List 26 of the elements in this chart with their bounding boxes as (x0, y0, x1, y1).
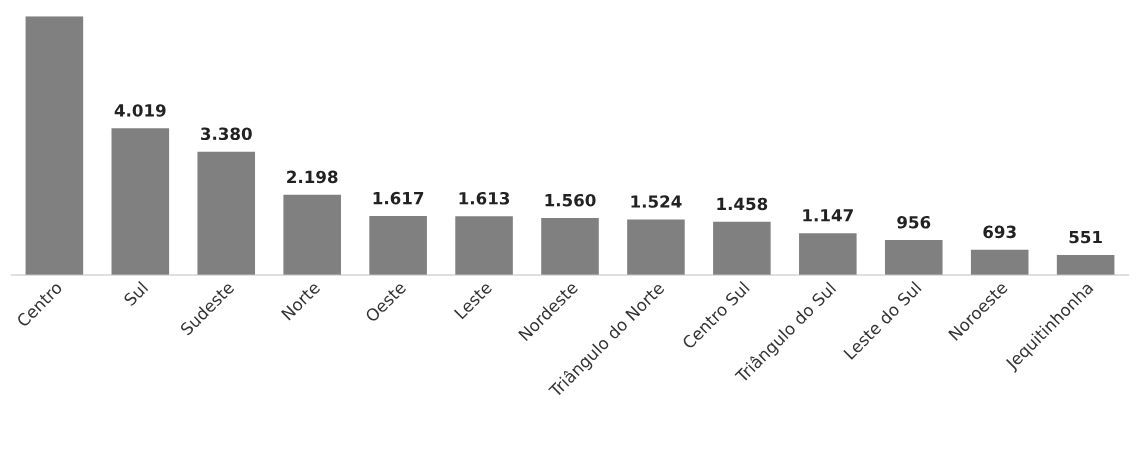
data-label: 3.380 (201, 127, 252, 141)
bar (369, 215, 427, 276)
data-label: 1.147 (803, 209, 853, 222)
bar (25, 16, 84, 276)
bar (111, 128, 170, 276)
bar (713, 221, 771, 276)
bar (970, 249, 1029, 276)
bar (283, 194, 341, 276)
bar (541, 218, 599, 276)
x-tick-label: Sul (122, 280, 149, 307)
bar (455, 216, 513, 276)
data-label: 551 (1069, 230, 1102, 244)
data-label: 1.458 (717, 197, 768, 211)
bar (799, 233, 857, 276)
bar (1056, 254, 1115, 276)
data-label: 1.524 (631, 195, 682, 208)
data-label: 1.560 (545, 193, 596, 207)
bar (884, 240, 943, 276)
data-label: 1.617 (373, 191, 424, 205)
bar (197, 151, 256, 276)
data-label: 956 (897, 215, 931, 229)
data-label: 4.019 (114, 104, 166, 117)
bar (627, 219, 685, 276)
data-label: 1.613 (459, 191, 510, 205)
data-label: 693 (983, 225, 1016, 239)
data-label: 2.198 (287, 170, 338, 184)
